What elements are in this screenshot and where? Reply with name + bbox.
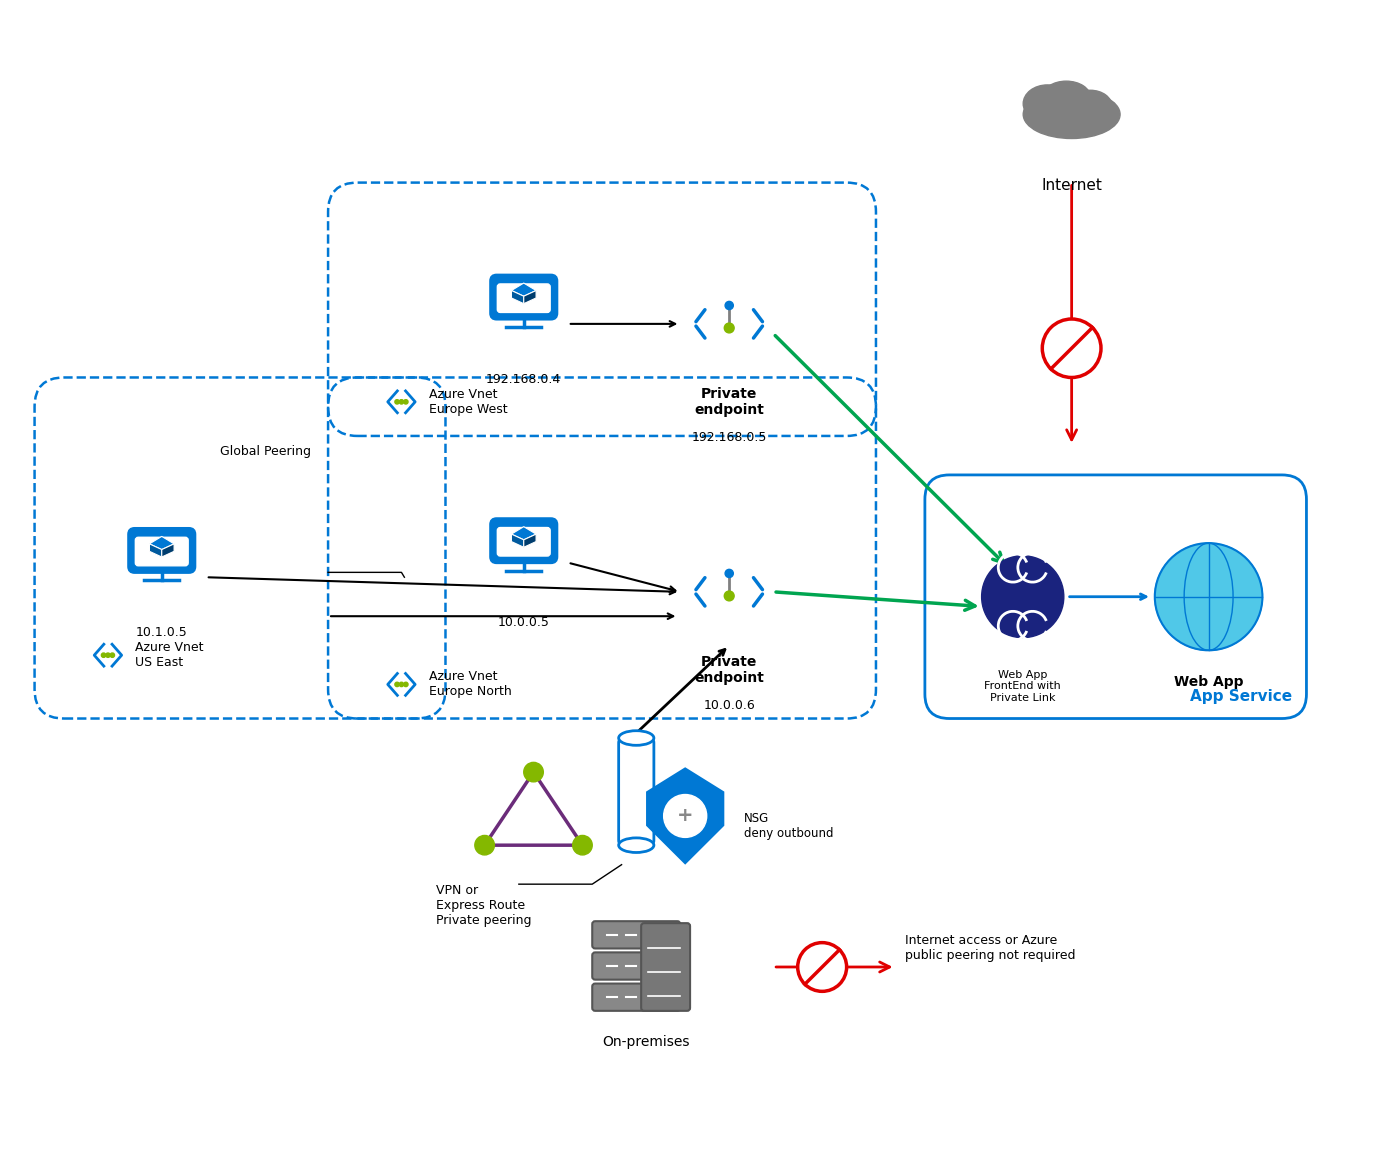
- Circle shape: [404, 682, 408, 687]
- Text: 192.168.0.5: 192.168.0.5: [692, 431, 767, 444]
- Circle shape: [724, 591, 734, 601]
- Text: 10.1.0.5: 10.1.0.5: [136, 626, 187, 639]
- Circle shape: [724, 323, 734, 333]
- Circle shape: [524, 762, 544, 782]
- Text: +: +: [677, 806, 694, 825]
- FancyBboxPatch shape: [129, 529, 194, 572]
- Ellipse shape: [619, 730, 653, 745]
- FancyBboxPatch shape: [641, 924, 691, 1010]
- Circle shape: [395, 400, 399, 404]
- FancyBboxPatch shape: [592, 983, 680, 1010]
- FancyBboxPatch shape: [136, 537, 189, 566]
- Polygon shape: [512, 284, 537, 297]
- Polygon shape: [524, 291, 537, 304]
- Circle shape: [725, 570, 734, 578]
- Text: Azure Vnet
Europe North: Azure Vnet Europe North: [429, 670, 512, 699]
- Polygon shape: [150, 537, 175, 550]
- FancyBboxPatch shape: [592, 953, 680, 980]
- Text: On-premises: On-premises: [602, 1035, 689, 1049]
- Text: 10.0.0.6: 10.0.0.6: [703, 699, 755, 713]
- Circle shape: [474, 836, 494, 854]
- Text: Internet: Internet: [1042, 178, 1103, 192]
- Text: Private
endpoint: Private endpoint: [695, 655, 764, 686]
- Ellipse shape: [1024, 84, 1072, 122]
- Text: Web App
FrontEnd with
Private Link: Web App FrontEnd with Private Link: [985, 670, 1061, 703]
- Text: Global Peering: Global Peering: [221, 445, 312, 458]
- Circle shape: [798, 942, 846, 992]
- Circle shape: [982, 556, 1064, 638]
- Text: App Service: App Service: [1190, 689, 1291, 704]
- Circle shape: [395, 682, 399, 687]
- Ellipse shape: [619, 838, 653, 852]
- Text: VPN or
Express Route
Private peering: VPN or Express Route Private peering: [436, 884, 531, 927]
- FancyBboxPatch shape: [491, 275, 556, 319]
- Circle shape: [404, 400, 408, 404]
- Circle shape: [725, 301, 734, 309]
- Text: NSG
deny outbound: NSG deny outbound: [743, 812, 834, 839]
- Ellipse shape: [1069, 90, 1112, 122]
- Circle shape: [399, 682, 404, 687]
- Ellipse shape: [1024, 90, 1121, 138]
- FancyBboxPatch shape: [592, 921, 680, 948]
- Circle shape: [101, 653, 105, 657]
- Text: Private
endpoint: Private endpoint: [695, 387, 764, 417]
- Circle shape: [1042, 319, 1101, 377]
- Circle shape: [110, 653, 115, 657]
- Circle shape: [663, 795, 707, 838]
- Circle shape: [105, 653, 110, 657]
- Text: Web App: Web App: [1173, 675, 1243, 689]
- FancyBboxPatch shape: [498, 284, 551, 313]
- Polygon shape: [524, 534, 537, 547]
- Polygon shape: [512, 291, 524, 304]
- Circle shape: [399, 400, 404, 404]
- Text: 10.0.0.5: 10.0.0.5: [498, 616, 549, 629]
- Text: Azure Vnet
US East: Azure Vnet US East: [136, 641, 204, 669]
- Ellipse shape: [1042, 81, 1090, 114]
- Polygon shape: [512, 534, 524, 547]
- Polygon shape: [162, 544, 175, 557]
- Text: Internet access or Azure
public peering not required: Internet access or Azure public peering …: [906, 934, 1076, 961]
- FancyBboxPatch shape: [491, 519, 556, 563]
- Polygon shape: [512, 526, 537, 540]
- FancyBboxPatch shape: [498, 527, 551, 556]
- Polygon shape: [150, 544, 162, 557]
- Circle shape: [573, 836, 592, 854]
- Text: 192.168.0.4: 192.168.0.4: [485, 373, 562, 386]
- Circle shape: [1155, 543, 1262, 650]
- FancyBboxPatch shape: [619, 738, 653, 845]
- Text: Azure Vnet
Europe West: Azure Vnet Europe West: [429, 388, 508, 416]
- Polygon shape: [646, 768, 724, 865]
